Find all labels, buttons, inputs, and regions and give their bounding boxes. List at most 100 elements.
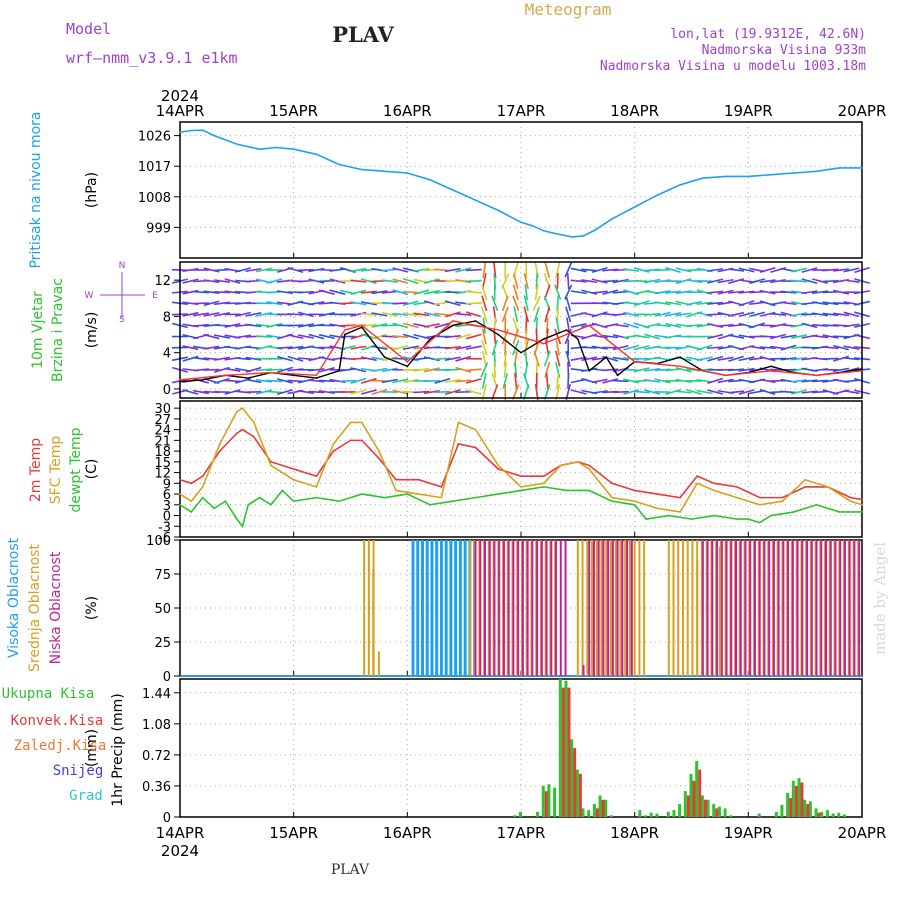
- wind-barb: [780, 344, 797, 351]
- wind-barb: [581, 279, 598, 284]
- wind-barb: [287, 313, 304, 316]
- data-point: [542, 475, 545, 477]
- wind-barb: [381, 367, 398, 373]
- wind-barb: [780, 334, 797, 339]
- data-point: [520, 221, 522, 224]
- wind-barb: [749, 278, 765, 285]
- data-point: [236, 143, 238, 145]
- precip-bar: [686, 795, 690, 817]
- unit-label: (m/s): [84, 312, 100, 349]
- data-point: [224, 500, 227, 503]
- data-point: [588, 464, 590, 467]
- data-point: [190, 129, 193, 132]
- wind-barb: [812, 312, 829, 317]
- data-point: [281, 489, 284, 492]
- wind-barb: [402, 345, 419, 350]
- wind-barb: [381, 279, 398, 283]
- data-point: [338, 163, 340, 166]
- precip-bar: [570, 739, 574, 817]
- data-point: [724, 374, 727, 377]
- wind-barb: [556, 372, 560, 389]
- y-tick-label: 0: [163, 811, 171, 826]
- precip-bar: [678, 804, 682, 817]
- data-point: [292, 478, 295, 481]
- wind-barb: [812, 278, 828, 284]
- x-tick-label-top: 20APR: [838, 102, 887, 120]
- precip-bar: [536, 811, 540, 817]
- precip-bar: [786, 792, 790, 817]
- wind-barb: [481, 328, 487, 345]
- wind-barb: [728, 355, 744, 362]
- wind-barb: [728, 268, 745, 272]
- wind-barb: [675, 366, 692, 373]
- wind-barb: [266, 278, 283, 284]
- wind-barb: [287, 379, 304, 383]
- data-point: [383, 356, 386, 359]
- data-point: [247, 377, 249, 379]
- wind-barb: [350, 289, 367, 295]
- wind-barb: [570, 290, 587, 295]
- precip-bar: [601, 799, 605, 817]
- wind-barb: [633, 367, 650, 373]
- data-point: [736, 486, 738, 488]
- wind-barb: [182, 389, 199, 395]
- precip-bar: [689, 773, 693, 817]
- data-point: [241, 407, 244, 409]
- precip-bar: [791, 780, 795, 817]
- wind-barb: [570, 267, 587, 273]
- wind-barb: [501, 328, 509, 345]
- data-point: [332, 450, 335, 452]
- wind-barb: [707, 313, 724, 316]
- data-point: [218, 443, 221, 445]
- data-point: [633, 503, 636, 506]
- wind-barb: [481, 284, 488, 301]
- precip-bar: [706, 799, 710, 817]
- y-tick-label: 12: [154, 274, 171, 289]
- wind-barb: [493, 328, 497, 345]
- data-point: [361, 326, 363, 329]
- wind-barb: [602, 368, 619, 372]
- data-point: [770, 365, 772, 368]
- data-point: [542, 486, 545, 488]
- wind-barb: [371, 367, 388, 372]
- precip-bar: [794, 785, 798, 817]
- sfc-temp-title: SFC Temp: [48, 436, 64, 505]
- precip-bar: [513, 815, 517, 817]
- data-point: [520, 351, 522, 354]
- precip-bar: [649, 812, 653, 817]
- wind-barb: [633, 267, 650, 273]
- wind-barb: [524, 361, 529, 378]
- series-line: [179, 129, 862, 238]
- unit-label: (mm): [84, 729, 100, 767]
- wind-barb: [392, 322, 409, 329]
- wind-barb: [360, 290, 377, 294]
- y-tick-label: 18: [154, 445, 171, 460]
- wind-barb: [696, 311, 713, 318]
- precip-bar: [695, 760, 699, 817]
- wind-barb: [591, 378, 608, 384]
- wind-barb: [644, 278, 661, 284]
- wind-barb: [234, 357, 251, 361]
- wind-barb: [738, 300, 755, 307]
- wind-barb: [770, 345, 787, 350]
- wind-barb: [245, 356, 262, 361]
- wind-barb: [522, 384, 530, 400]
- wind-barb: [413, 345, 430, 350]
- wind-barb: [329, 278, 346, 284]
- data-point: [452, 324, 454, 327]
- wind-barb: [213, 290, 230, 294]
- wind-barb: [503, 361, 508, 378]
- wind-barb: [287, 355, 304, 362]
- wind-barb: [329, 289, 346, 295]
- wind-barb: [644, 389, 661, 395]
- wind-barb: [843, 311, 860, 318]
- x-tick-label-bottom: 20APR: [838, 824, 887, 842]
- wind-barb: [287, 345, 304, 350]
- wind-barb: [350, 267, 367, 273]
- wind-barb: [833, 289, 849, 295]
- data-point: [582, 235, 585, 237]
- wind-barb: [759, 267, 776, 273]
- precip-bar: [723, 808, 727, 817]
- data-point: [201, 129, 204, 131]
